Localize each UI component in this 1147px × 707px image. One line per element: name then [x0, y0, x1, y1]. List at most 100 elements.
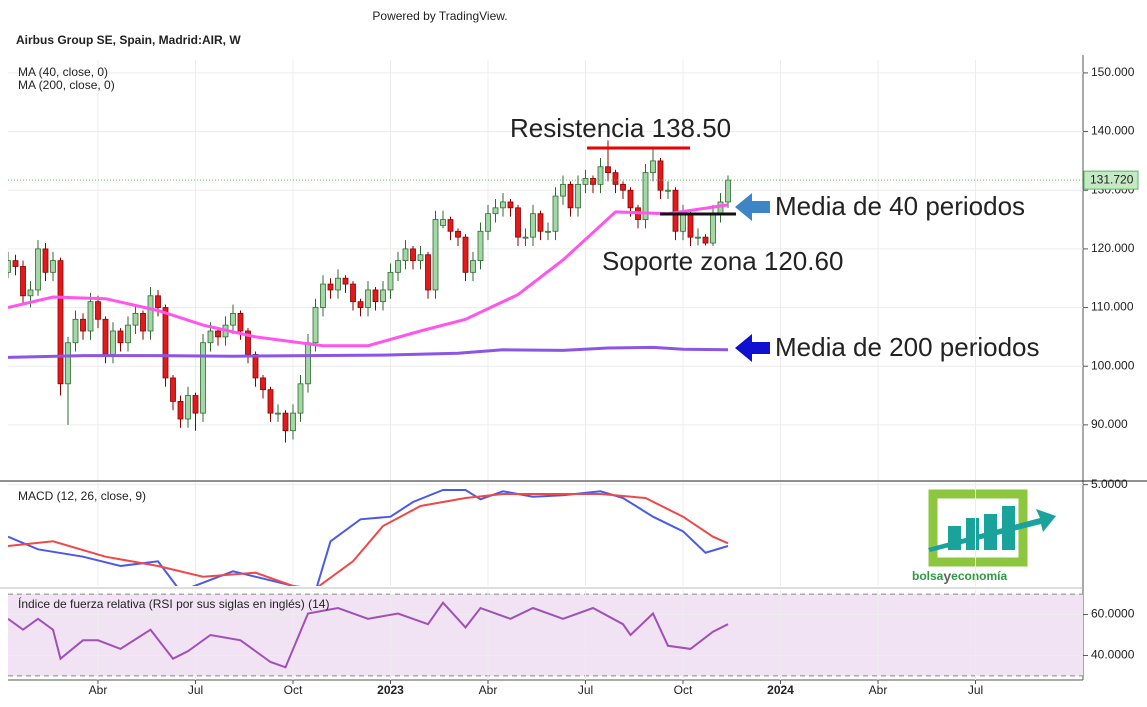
candle-body — [50, 260, 56, 273]
x-tick-label: Jul — [968, 683, 983, 697]
candle-body — [590, 178, 596, 185]
candle-body — [717, 201, 724, 215]
annotation: Media de 40 periodos — [775, 191, 1025, 221]
candle-body — [597, 166, 604, 185]
candle-body — [507, 201, 514, 209]
annotation: Resistencia 138.50 — [510, 113, 731, 143]
series-line — [8, 489, 729, 586]
x-tick-label: Abr — [89, 683, 108, 697]
candle-body — [432, 219, 439, 291]
candle-body — [147, 295, 154, 332]
candle-body — [455, 230, 461, 238]
y-tick-label: 150.000 — [1091, 65, 1135, 79]
svg-text:bolsayeconomía: bolsayeconomía — [912, 568, 1007, 584]
candle-body — [425, 254, 431, 291]
candle-body — [192, 395, 199, 414]
candle-body — [275, 412, 281, 415]
candle-body — [575, 183, 581, 209]
candle-body — [372, 289, 379, 303]
candle-body — [215, 330, 221, 338]
annotation: Media de 200 periodos — [775, 332, 1040, 362]
y-tick-label: 110.000 — [1091, 300, 1134, 314]
arrow — [735, 334, 770, 362]
candle-body — [87, 301, 94, 332]
y-tick-label: 100.000 — [1091, 358, 1135, 372]
candle-body — [8, 260, 11, 273]
y-tick-label: 60.0000 — [1091, 607, 1135, 621]
candle-body — [522, 236, 529, 239]
powered-by: Powered by TradingView. — [372, 9, 507, 23]
candle-body — [567, 183, 574, 209]
candle-body — [110, 330, 116, 355]
candle-body — [665, 189, 671, 192]
pane-title: Índice de fuerza relativa (RSI por sus s… — [18, 596, 329, 611]
logo: bolsayeconomía — [912, 489, 1056, 584]
candle-body — [447, 219, 454, 232]
x-tick-label: 2024 — [767, 683, 794, 697]
candle-body — [297, 383, 304, 414]
candle-body — [395, 260, 401, 273]
candle-body — [80, 318, 86, 332]
candle-body — [327, 283, 334, 291]
x-tick-label: Jul — [188, 683, 203, 697]
y-tick-label: 90.000 — [1091, 417, 1128, 431]
candle-body — [402, 248, 409, 262]
candle-body — [725, 179, 731, 203]
candle-body — [492, 207, 499, 215]
pane — [8, 590, 1083, 680]
series-line — [8, 203, 729, 348]
candle-body — [387, 271, 394, 291]
candle-body — [125, 324, 131, 344]
candle-body — [65, 342, 71, 385]
candle-body — [687, 213, 694, 238]
annotation: Soporte zona 120.60 — [602, 246, 843, 276]
candle-body — [170, 377, 176, 402]
candle-body — [440, 219, 446, 226]
candle-body — [230, 313, 236, 326]
legend-entry: MA (200, close, 0) — [18, 78, 115, 92]
arrow — [735, 193, 770, 221]
candle-body — [545, 230, 551, 233]
candle-body — [200, 342, 206, 414]
series-line — [8, 493, 729, 586]
candle-body — [672, 189, 679, 232]
pane-title: MACD (12, 26, close, 9) — [18, 489, 146, 503]
candle-body — [470, 260, 476, 273]
candle-body — [710, 213, 716, 244]
candle-body — [515, 207, 521, 238]
candle-body — [185, 395, 191, 420]
candle-body — [12, 260, 19, 267]
candle-body — [282, 412, 289, 432]
candle-body — [620, 183, 626, 191]
candle-body — [35, 248, 41, 291]
candle-body — [320, 283, 326, 308]
candle-body — [462, 236, 469, 273]
candle-body — [177, 400, 184, 420]
candle-body — [537, 213, 544, 232]
candle-body — [140, 313, 146, 332]
candle-body — [305, 342, 311, 385]
series-line — [8, 601, 729, 669]
candle-body — [477, 230, 484, 262]
candle-body — [335, 277, 341, 291]
candle-body — [72, 318, 79, 344]
candle-body — [42, 248, 49, 273]
candle-body — [207, 330, 214, 344]
x-tick-label: Abr — [479, 683, 498, 697]
candle-body — [260, 377, 266, 391]
y-tick-label: 40.0000 — [1091, 648, 1135, 662]
candle-body — [350, 283, 356, 303]
candle-body — [357, 301, 364, 308]
candle-body — [155, 295, 161, 308]
candle-body — [695, 236, 701, 239]
candle-body — [57, 260, 64, 385]
candle-body — [680, 213, 686, 232]
x-tick-label: Oct — [674, 683, 693, 697]
candle-body — [380, 289, 386, 303]
candle-body — [342, 277, 349, 285]
y-tick-label: 140.000 — [1091, 124, 1135, 138]
logo-text: bolsa — [912, 569, 944, 583]
candle-body — [530, 213, 536, 238]
candle-body — [702, 236, 709, 244]
candle-body — [20, 266, 26, 297]
